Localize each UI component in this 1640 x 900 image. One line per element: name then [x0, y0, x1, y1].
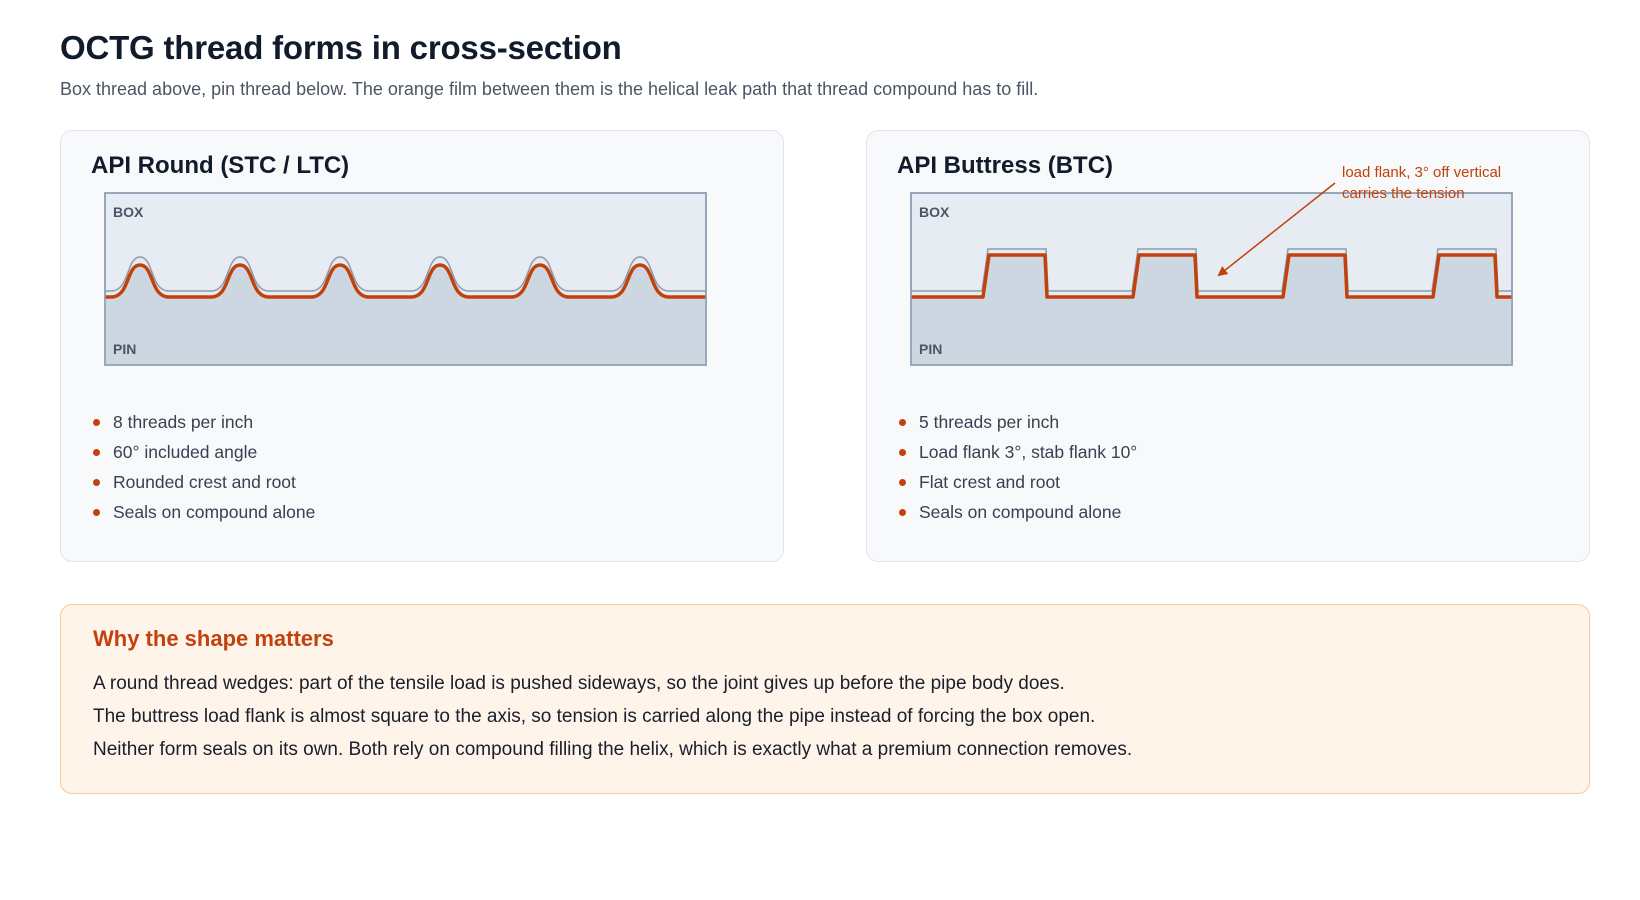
- pin-label: PIN: [113, 341, 136, 357]
- bullet-icon: [93, 509, 100, 516]
- round-thread-card: API Round (STC / LTC) BOX PIN 8 threads …: [60, 130, 784, 562]
- callout-line: A round thread wedges: part of the tensi…: [93, 673, 1065, 694]
- annotation-line-2: carries the tension: [1342, 185, 1465, 202]
- buttress-thread-card: API Buttress (BTC) BOX PIN: [866, 130, 1590, 562]
- card-title: API Round (STC / LTC): [91, 152, 350, 179]
- why-shape-matters-callout: Why the shape matters A round thread wed…: [60, 604, 1590, 794]
- callout-line: Neither form seals on its own. Both rely…: [93, 739, 1133, 760]
- round-thread-diagram: BOX PIN: [91, 192, 751, 413]
- feature-item: Rounded crest and root: [93, 467, 315, 497]
- feature-text: 60° included angle: [113, 442, 258, 462]
- annotation-line-1: load flank, 3° off vertical: [1342, 164, 1501, 181]
- feature-item: Load flank 3°, stab flank 10°: [899, 437, 1137, 467]
- page-subtitle: Box thread above, pin thread below. The …: [60, 79, 1039, 99]
- feature-item: 8 threads per inch: [93, 407, 315, 437]
- feature-item: Flat crest and root: [899, 467, 1137, 497]
- pin-label: PIN: [919, 341, 942, 357]
- buttress-thread-svg: BOX PIN load flank, 3° off vertical carr…: [910, 164, 1513, 366]
- feature-text: Seals on compound alone: [113, 502, 316, 522]
- feature-text: Load flank 3°, stab flank 10°: [919, 442, 1138, 462]
- callout-body: A round thread wedges: part of the tensi…: [93, 667, 1132, 766]
- page: OCTG thread forms in cross-section Box t…: [60, 28, 1590, 794]
- round-feature-list: 8 threads per inch 60° included angle Ro…: [93, 407, 315, 527]
- diagram-frame: [104, 192, 707, 366]
- card-title: API Buttress (BTC): [897, 152, 1114, 179]
- bullet-icon: [899, 509, 906, 516]
- buttress-feature-list: 5 threads per inch Load flank 3°, stab f…: [899, 407, 1137, 527]
- annotation-arrow: [1217, 182, 1336, 277]
- page-title: OCTG thread forms in cross-section: [60, 29, 622, 66]
- feature-text: 5 threads per inch: [919, 412, 1060, 432]
- box-label: BOX: [919, 204, 950, 220]
- diagram-frame: [910, 192, 1513, 366]
- bullet-icon: [93, 419, 100, 426]
- bullet-icon: [93, 479, 100, 486]
- bullet-icon: [899, 419, 906, 426]
- pin-region: [911, 255, 1512, 365]
- feature-text: 8 threads per inch: [113, 412, 254, 432]
- feature-text: Flat crest and root: [919, 472, 1061, 492]
- box-label: BOX: [113, 204, 144, 220]
- feature-text: Rounded crest and root: [113, 472, 296, 492]
- buttress-thread-diagram: BOX PIN load flank, 3° off vertical carr…: [897, 164, 1557, 413]
- feature-item: 5 threads per inch: [899, 407, 1137, 437]
- thread-form-cards: API Round (STC / LTC) BOX PIN 8 threads …: [60, 130, 1590, 564]
- round-thread-svg: BOX PIN: [104, 192, 707, 366]
- leak-path-film: [105, 263, 706, 299]
- feature-item: Seals on compound alone: [93, 497, 315, 527]
- feature-item: 60° included angle: [93, 437, 315, 467]
- box-thread-edge: [105, 256, 706, 292]
- feature-text: Seals on compound alone: [919, 502, 1122, 522]
- callout-line: The buttress load flank is almost square…: [93, 706, 1096, 727]
- box-thread-edge: [911, 248, 1512, 292]
- feature-item: Seals on compound alone: [899, 497, 1137, 527]
- bullet-icon: [93, 449, 100, 456]
- bullet-icon: [899, 479, 906, 486]
- callout-title: Why the shape matters: [93, 626, 334, 651]
- leak-path-film: [911, 253, 1512, 299]
- bullet-icon: [899, 449, 906, 456]
